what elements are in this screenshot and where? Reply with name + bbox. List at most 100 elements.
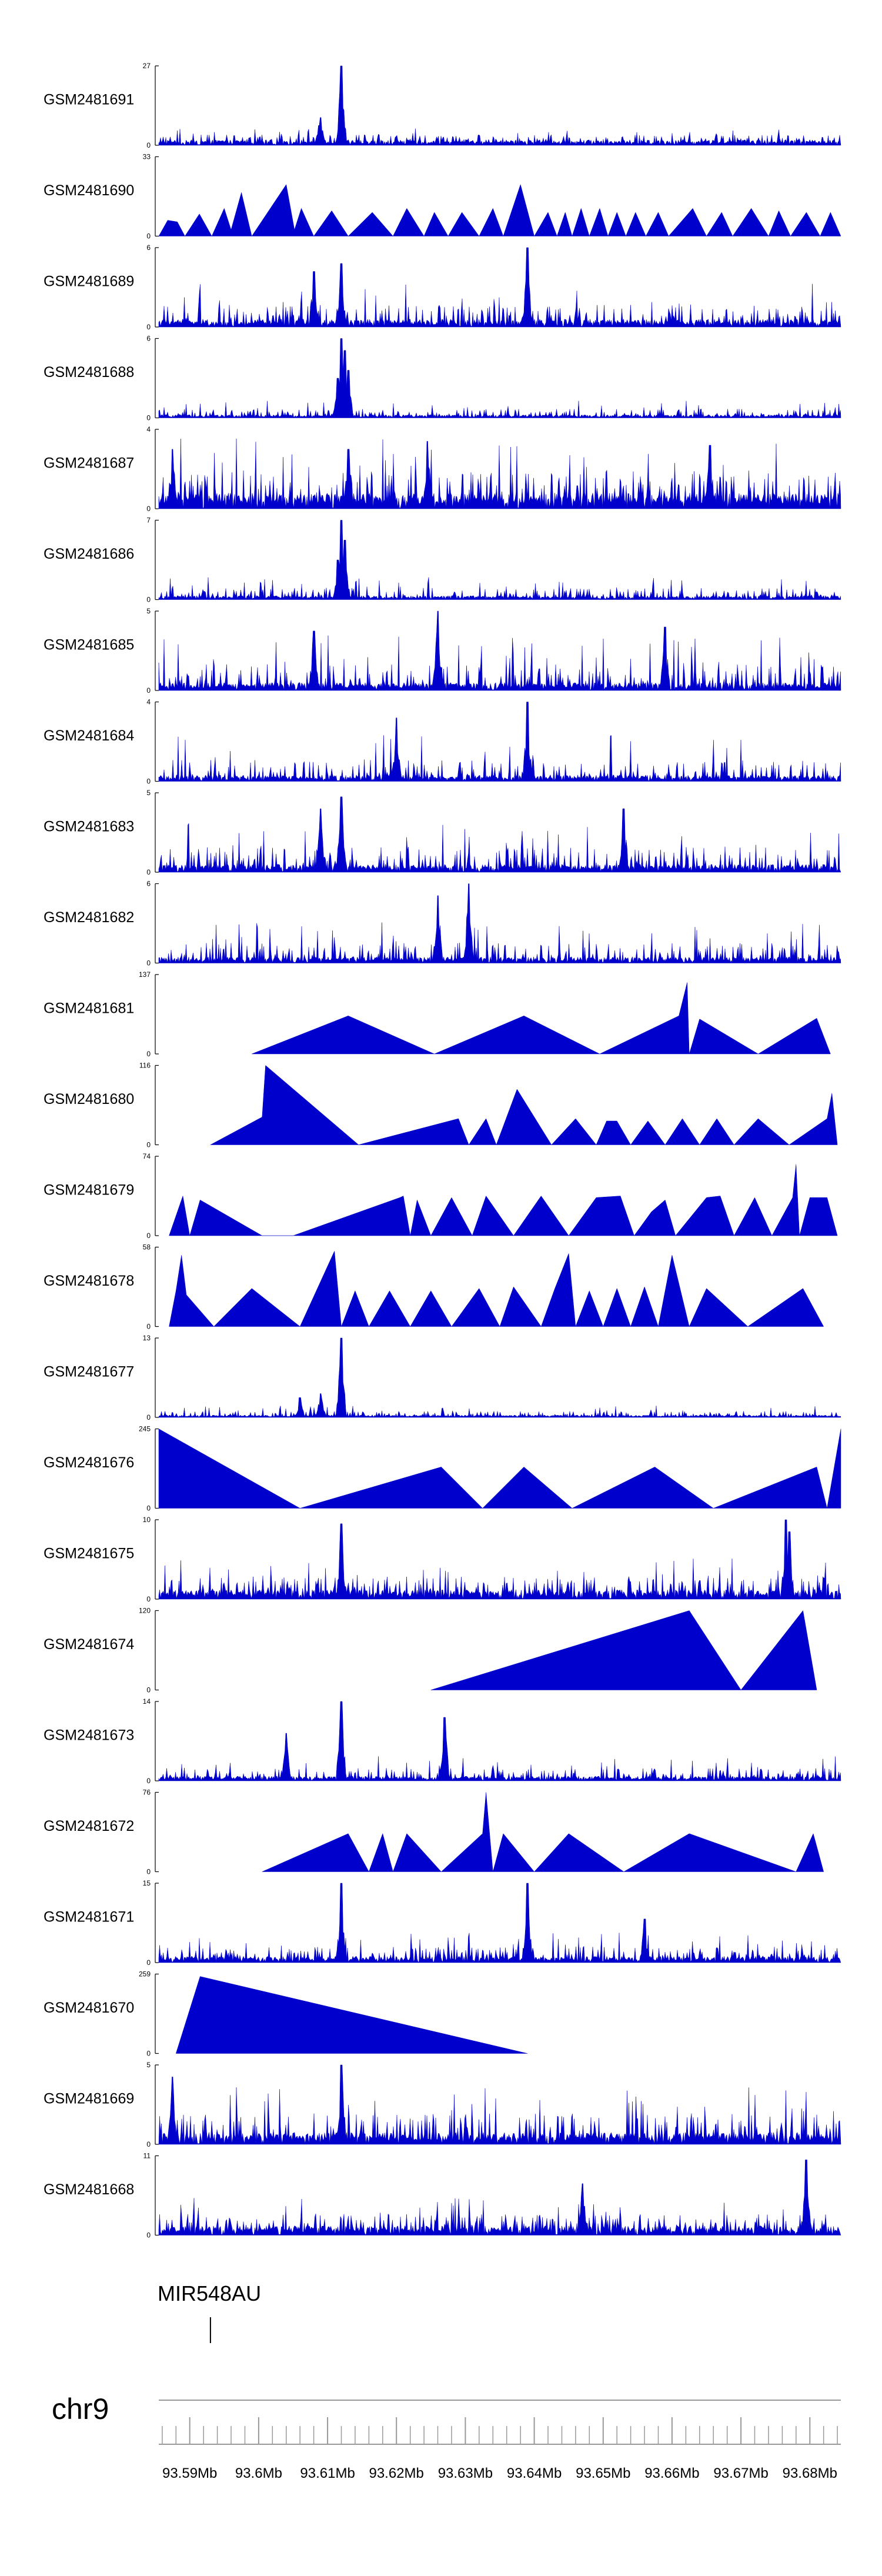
y-min-label: 0 (146, 959, 151, 967)
track: GSM2481680 116 0 (44, 1062, 838, 1149)
y-max-label: 6 (146, 335, 151, 343)
y-max-label: 4 (146, 698, 151, 706)
y-min-label: 0 (146, 1050, 151, 1058)
signal-area (158, 520, 841, 600)
track: GSM2481689 6 0 (44, 243, 841, 331)
track: GSM2481677 13 0 (44, 1334, 841, 1422)
track-label: GSM2481669 (44, 2091, 134, 2107)
y-max-label: 11 (143, 2152, 151, 2160)
y-max-label: 15 (143, 1879, 151, 1887)
x-tick-label: 93.68Mb (783, 2465, 837, 2481)
x-tick-label: 93.6Mb (235, 2465, 282, 2481)
track-label: GSM2481684 (44, 728, 134, 744)
track: GSM2481679 74 0 (44, 1152, 838, 1240)
track-label: GSM2481679 (44, 1182, 134, 1199)
signal-area (175, 1976, 527, 2054)
y-max-label: 5 (146, 2061, 151, 2069)
track: GSM2481675 10 0 (44, 1516, 841, 1603)
gene-track: MIR548AU (158, 2281, 261, 2343)
y-max-label: 6 (146, 880, 151, 888)
track-label: GSM2481676 (44, 1454, 134, 1471)
signal-area (158, 438, 841, 509)
track-label: GSM2481668 (44, 2181, 134, 2198)
track-label: GSM2481675 (44, 1546, 134, 1562)
track: GSM2481681 137 0 (44, 970, 831, 1058)
x-tick-label: 93.65Mb (576, 2465, 630, 2481)
track-label: GSM2481671 (44, 1909, 134, 1926)
y-min-label: 0 (146, 1595, 151, 1603)
track: GSM2481668 11 0 (44, 2152, 841, 2240)
y-min-label: 0 (146, 1504, 151, 1513)
signal-area (210, 1065, 838, 1146)
y-min-label: 0 (146, 596, 151, 604)
track-label: GSM2481687 (44, 455, 134, 472)
track-label: GSM2481682 (44, 909, 134, 926)
track: GSM2481673 14 0 (44, 1697, 841, 1785)
track: GSM2481669 5 0 (44, 2061, 841, 2148)
signal-area (158, 796, 841, 873)
x-tick-label: 93.64Mb (507, 2465, 562, 2481)
y-max-label: 13 (143, 1334, 151, 1342)
signal-area (158, 1429, 841, 1509)
y-min-label: 0 (146, 323, 151, 331)
signal-area (158, 247, 841, 328)
y-max-label: 14 (143, 1697, 151, 1706)
y-max-label: 137 (139, 970, 151, 979)
y-min-label: 0 (146, 1413, 151, 1422)
y-max-label: 10 (143, 1516, 151, 1524)
track: GSM2481686 7 0 (44, 516, 841, 604)
signal-area (430, 1610, 817, 1690)
track-label: GSM2481688 (44, 364, 134, 381)
signal-area (158, 1337, 841, 1418)
y-max-label: 74 (143, 1152, 151, 1160)
signal-area (169, 1164, 838, 1236)
y-max-label: 58 (143, 1243, 151, 1252)
y-min-label: 0 (146, 141, 151, 149)
signal-area (158, 1519, 841, 1600)
track-label: GSM2481673 (44, 1727, 134, 1744)
y-min-label: 0 (146, 686, 151, 695)
signal-area (158, 183, 841, 237)
track: GSM2481671 15 0 (44, 1879, 841, 1967)
track-label: GSM2481690 (44, 182, 134, 199)
track-label: GSM2481678 (44, 1273, 134, 1289)
track: GSM2481674 120 0 (44, 1607, 817, 1694)
x-tick-label: 93.63Mb (438, 2465, 493, 2481)
y-min-label: 0 (146, 868, 151, 876)
y-min-label: 0 (146, 1958, 151, 1967)
y-min-label: 0 (146, 414, 151, 422)
track-label: GSM2481672 (44, 1818, 134, 1834)
track: GSM2481684 4 0 (44, 698, 841, 786)
signal-area (158, 883, 841, 963)
y-min-label: 0 (146, 1323, 151, 1331)
y-min-label: 0 (146, 1777, 151, 1785)
y-max-label: 33 (143, 153, 151, 161)
y-max-label: 120 (139, 1607, 151, 1615)
chromosome-label: chr9 (52, 2393, 109, 2425)
y-min-label: 0 (146, 1141, 151, 1149)
y-max-label: 6 (146, 243, 151, 252)
y-min-label: 0 (146, 2050, 151, 2058)
track: GSM2481685 5 0 (44, 607, 841, 695)
x-tick-label: 93.66Mb (644, 2465, 699, 2481)
signal-area (158, 610, 841, 691)
y-min-label: 0 (146, 778, 151, 786)
ideogram-axis: chr9 93.59Mb 93.6Mb 93.61Mb 93.62Mb 93.63Mb 9… (52, 2393, 841, 2481)
y-max-label: 5 (146, 789, 151, 797)
signal-area (158, 2160, 841, 2235)
track: GSM2481670 259 0 (44, 1970, 527, 2058)
signal-area (158, 2064, 841, 2145)
signal-area (262, 1792, 824, 1873)
signal-area (158, 702, 841, 782)
y-min-label: 0 (146, 2140, 151, 2148)
track-label: GSM2481691 (44, 92, 134, 108)
signal-area (158, 65, 841, 146)
y-max-label: 245 (139, 1425, 151, 1433)
y-max-label: 7 (146, 516, 151, 525)
signal-area (169, 1250, 824, 1327)
signal-area (252, 982, 831, 1055)
track-label: GSM2481680 (44, 1091, 134, 1107)
track-label: GSM2481681 (44, 1000, 134, 1017)
